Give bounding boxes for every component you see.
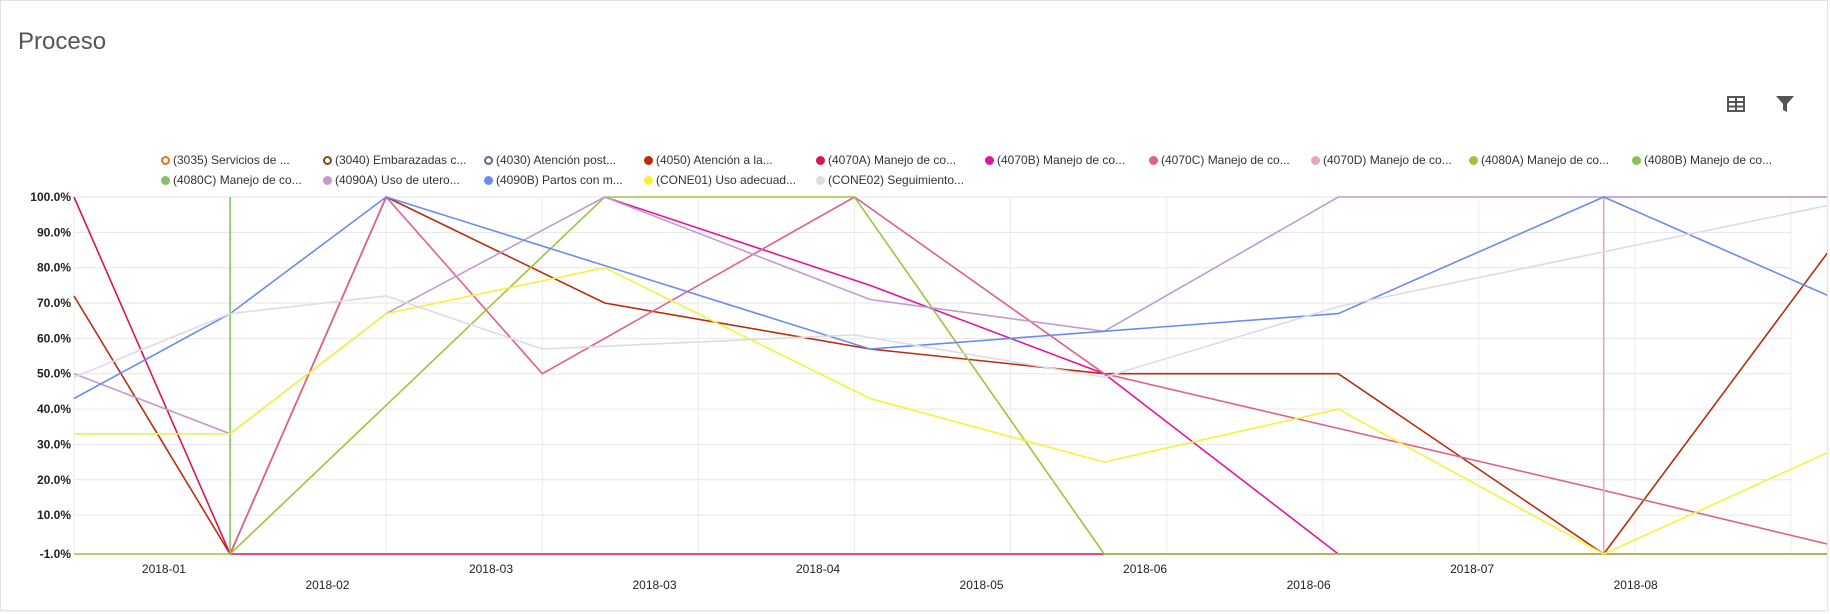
y-tick-label: 90.0% — [37, 225, 71, 239]
series-line-13[interactable] — [74, 266, 1827, 555]
legend-label: (CONE01) Uso adecuad... — [656, 173, 797, 187]
y-tick-label: 50.0% — [37, 367, 71, 381]
legend-marker-icon — [161, 155, 170, 165]
legend-item[interactable]: (4080B) Manejo de co... — [1632, 151, 1772, 169]
legend-item[interactable]: (4070B) Manejo de co... — [985, 151, 1125, 169]
y-tick-label: 30.0% — [37, 437, 71, 451]
y-tick-label: 60.0% — [37, 331, 71, 345]
series-line-8[interactable] — [74, 196, 1827, 555]
y-tick-label: 40.0% — [37, 402, 71, 416]
x-tick-label: 2018-08 — [1614, 578, 1658, 592]
x-tick-label: 2018-06 — [1287, 578, 1331, 592]
legend-marker-icon — [816, 155, 825, 165]
x-tick-label: 2018-07 — [1450, 562, 1494, 576]
legend-marker-icon — [1149, 155, 1158, 165]
legend-marker-icon — [161, 175, 170, 185]
legend-label: (3035) Servicios de ... — [173, 153, 290, 167]
filter-icon — [1776, 96, 1794, 112]
legend-label: (4080A) Manejo de co... — [1481, 153, 1610, 167]
series-line-12[interactable] — [73, 196, 1827, 400]
legend-marker-icon — [1469, 155, 1478, 165]
legend-marker-icon — [644, 175, 653, 185]
x-tick-label: 2018-04 — [796, 562, 840, 576]
table-view-button[interactable] — [1721, 89, 1751, 119]
series-line-3[interactable] — [73, 195, 1827, 556]
x-tick-label: 2018-03 — [469, 562, 513, 576]
legend-item[interactable]: (4080C) Manejo de co... — [161, 171, 302, 189]
legend-marker-icon — [985, 155, 994, 165]
legend-marker-icon — [1311, 155, 1320, 165]
y-tick-label: 100.0% — [30, 190, 71, 204]
legend-item[interactable]: (4090B) Partos con m... — [484, 171, 623, 189]
legend-item[interactable]: (3035) Servicios de ... — [161, 151, 290, 169]
legend-marker-icon — [323, 155, 332, 165]
x-tick-label: 2018-01 — [142, 562, 186, 576]
legend-label: (4080C) Manejo de co... — [173, 173, 302, 187]
legend-item[interactable]: (CONE01) Uso adecuad... — [644, 171, 796, 189]
legend-marker-icon — [323, 175, 332, 185]
legend-marker-icon — [484, 175, 493, 185]
legend-item[interactable]: (4090A) Uso de utero... — [323, 171, 460, 189]
x-tick-label: 2018-05 — [960, 578, 1004, 592]
y-tick-label: 80.0% — [37, 261, 71, 275]
y-tick-label: 20.0% — [37, 473, 71, 487]
legend-item[interactable]: (4070C) Manejo de co... — [1149, 151, 1290, 169]
table-icon — [1727, 96, 1745, 112]
series-line-5[interactable] — [604, 196, 1339, 555]
legend-marker-icon — [816, 175, 825, 185]
y-tick-label: 10.0% — [37, 508, 71, 522]
series-line-4[interactable] — [73, 196, 1827, 555]
legend-item[interactable]: (4070D) Manejo de co... — [1311, 151, 1452, 169]
series-line-7[interactable] — [1602, 196, 1827, 554]
legend-marker-icon — [1632, 155, 1641, 165]
series-line-14[interactable] — [73, 197, 1827, 379]
legend-item[interactable]: (4080A) Manejo de co... — [1469, 151, 1609, 169]
legend-label: (3040) Embarazadas c... — [335, 153, 467, 167]
x-tick-label: 2018-03 — [632, 578, 676, 592]
legend-marker-icon — [484, 155, 493, 165]
y-tick-label: 70.0% — [37, 296, 71, 310]
legend-item[interactable]: (4030) Atención post... — [484, 151, 616, 169]
page-title: Proceso — [18, 28, 107, 55]
legend-item[interactable]: (3040) Embarazadas c... — [323, 151, 466, 169]
legend-label: (4070D) Manejo de co... — [1323, 153, 1452, 167]
legend-label: (4030) Atención post... — [496, 153, 617, 167]
legend-item[interactable]: (4070A) Manejo de co... — [816, 151, 956, 169]
legend-label: (CONE02) Seguimiento... — [828, 173, 965, 187]
legend-item[interactable]: (4050) Atención a la... — [644, 151, 773, 169]
x-tick-label: 2018-06 — [1123, 562, 1167, 576]
legend-label: (4090A) Uso de utero... — [335, 173, 460, 187]
x-tick-label: 2018-02 — [305, 578, 349, 592]
chart-legend: (3035) Servicios de ... (3040) Embarazada… — [1, 151, 1830, 195]
filter-button[interactable] — [1770, 89, 1800, 119]
legend-label: (4090B) Partos con m... — [496, 173, 623, 187]
legend-item[interactable]: (CONE02) Seguimiento... — [816, 171, 964, 189]
legend-marker-icon — [644, 155, 653, 165]
legend-label: (4050) Atención a la... — [656, 153, 773, 167]
legend-label: (4070B) Manejo de co... — [997, 153, 1126, 167]
legend-label: (4070A) Manejo de co... — [828, 153, 957, 167]
y-tick-label: -1.0% — [40, 547, 72, 561]
legend-label: (4070C) Manejo de co... — [1161, 153, 1290, 167]
series-line-6[interactable] — [229, 195, 1827, 555]
legend-label: (4080B) Manejo de co... — [1644, 153, 1773, 167]
